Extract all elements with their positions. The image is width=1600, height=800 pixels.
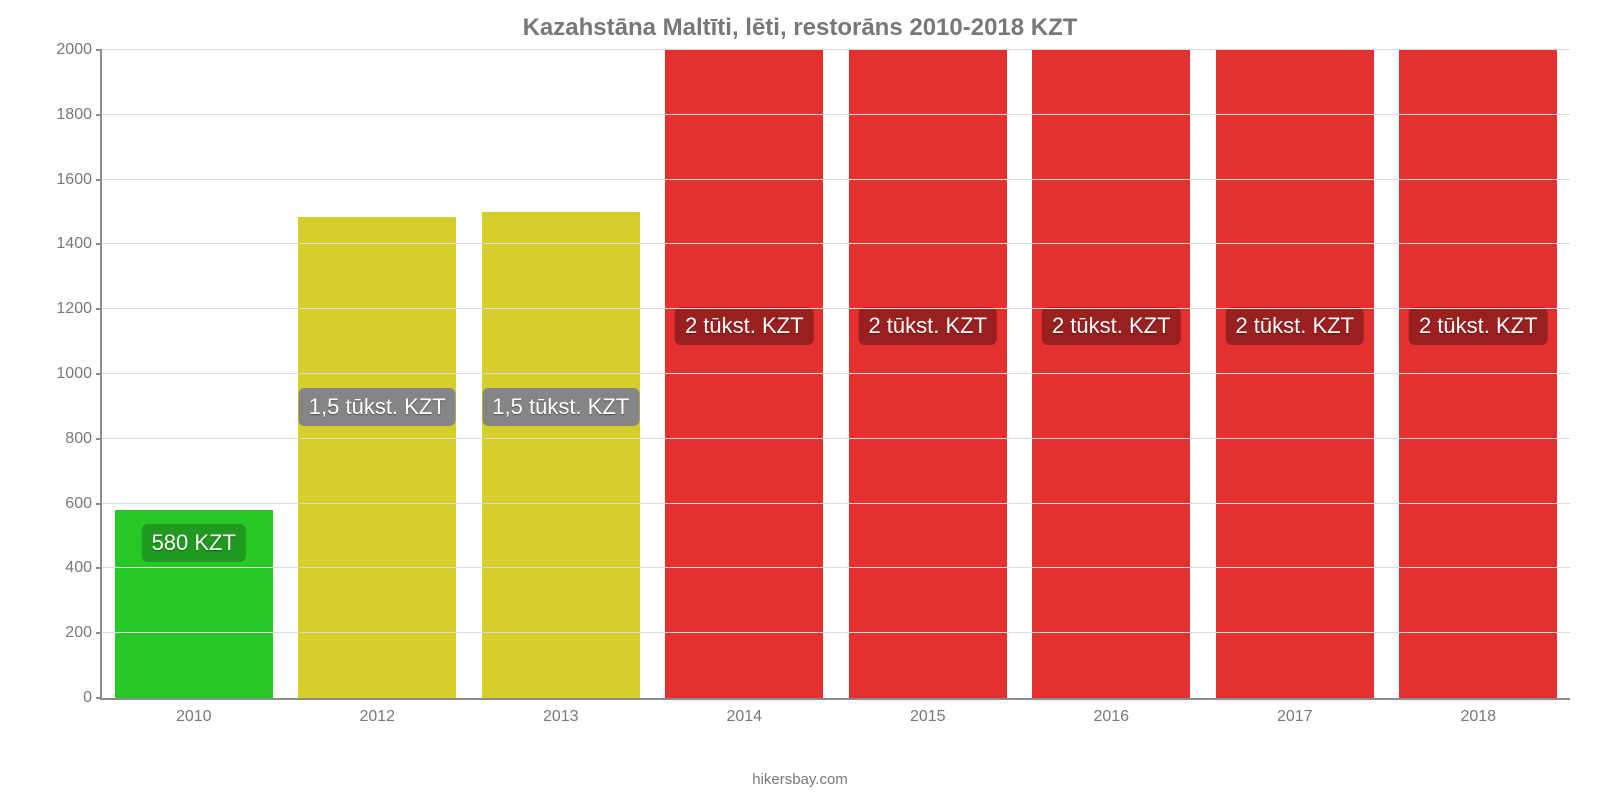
ytick-label: 1400 — [56, 235, 92, 253]
bar-value-text: 580 KZT — [152, 530, 236, 555]
bar-value-text: 1,5 tūkst. KZT — [309, 394, 446, 419]
bar — [1399, 50, 1557, 698]
bar — [1032, 50, 1190, 698]
chart-title: Kazahstāna Maltīti, lēti, restorāns 2010… — [0, 0, 1600, 42]
xtick-label: 2013 — [543, 708, 579, 726]
ytick-label: 1600 — [56, 171, 92, 189]
gridline — [102, 632, 1570, 633]
bar-value-text: 2 tūkst. KZT — [1419, 313, 1538, 338]
ytick-label: 600 — [65, 495, 92, 513]
xtick-label: 2015 — [910, 708, 946, 726]
bar-value-text: 2 tūkst. KZT — [685, 313, 804, 338]
ytick-mark — [96, 567, 102, 569]
gridline — [102, 373, 1570, 374]
bar — [482, 212, 640, 698]
gridline — [102, 503, 1570, 504]
bar-slot: 1,5 tūkst. KZT2013 — [469, 50, 653, 698]
bar — [665, 50, 823, 698]
ytick-mark — [96, 114, 102, 116]
xtick-label: 2010 — [176, 708, 212, 726]
ytick-label: 2000 — [56, 41, 92, 59]
ytick-label: 0 — [83, 689, 92, 707]
bar-value-text: 2 tūkst. KZT — [868, 313, 987, 338]
ytick-mark — [96, 697, 102, 699]
gridline — [102, 243, 1570, 244]
ytick-mark — [96, 243, 102, 245]
xtick-label: 2014 — [726, 708, 762, 726]
bar — [1216, 50, 1374, 698]
bars-container: 580 KZT20101,5 tūkst. KZT20121,5 tūkst. … — [102, 50, 1570, 698]
bar-value-label: 2 tūkst. KZT — [858, 307, 997, 345]
gridline — [102, 49, 1570, 50]
xtick-label: 2016 — [1093, 708, 1129, 726]
plot-area: 580 KZT20101,5 tūkst. KZT20121,5 tūkst. … — [100, 50, 1570, 700]
bar-slot: 2 tūkst. KZT2018 — [1387, 50, 1571, 698]
gridline — [102, 179, 1570, 180]
ytick-label: 400 — [65, 559, 92, 577]
bar-slot: 580 KZT2010 — [102, 50, 286, 698]
gridline — [102, 308, 1570, 309]
ytick-label: 1200 — [56, 300, 92, 318]
bar-value-text: 2 tūkst. KZT — [1052, 313, 1171, 338]
xtick-label: 2012 — [359, 708, 395, 726]
gridline — [102, 567, 1570, 568]
bar-value-label: 2 tūkst. KZT — [1225, 307, 1364, 345]
bar-slot: 1,5 tūkst. KZT2012 — [286, 50, 470, 698]
bar-value-label: 1,5 tūkst. KZT — [299, 388, 456, 426]
ytick-mark — [96, 503, 102, 505]
bar-value-label: 2 tūkst. KZT — [1409, 307, 1548, 345]
bar — [298, 217, 456, 698]
xtick-label: 2017 — [1277, 708, 1313, 726]
ytick-label: 1000 — [56, 365, 92, 383]
bar-slot: 2 tūkst. KZT2014 — [653, 50, 837, 698]
bar — [849, 50, 1007, 698]
ytick-mark — [96, 438, 102, 440]
xtick-label: 2018 — [1460, 708, 1496, 726]
attribution-text: hikersbay.com — [0, 771, 1600, 788]
ytick-label: 200 — [65, 624, 92, 642]
chart-area: 580 KZT20101,5 tūkst. KZT20121,5 tūkst. … — [60, 50, 1580, 730]
gridline — [102, 438, 1570, 439]
bar-slot: 2 tūkst. KZT2017 — [1203, 50, 1387, 698]
bar-value-label: 2 tūkst. KZT — [1042, 307, 1181, 345]
ytick-mark — [96, 179, 102, 181]
ytick-mark — [96, 308, 102, 310]
bar-value-text: 2 tūkst. KZT — [1235, 313, 1354, 338]
ytick-label: 800 — [65, 430, 92, 448]
bar-value-label: 1,5 tūkst. KZT — [482, 388, 639, 426]
ytick-mark — [96, 49, 102, 51]
ytick-mark — [96, 632, 102, 634]
bar-slot: 2 tūkst. KZT2016 — [1020, 50, 1204, 698]
bar-value-text: 1,5 tūkst. KZT — [492, 394, 629, 419]
ytick-mark — [96, 373, 102, 375]
bar-value-label: 2 tūkst. KZT — [675, 307, 814, 345]
bar-slot: 2 tūkst. KZT2015 — [836, 50, 1020, 698]
gridline — [102, 114, 1570, 115]
ytick-label: 1800 — [56, 106, 92, 124]
bar-value-label: 580 KZT — [142, 524, 246, 562]
